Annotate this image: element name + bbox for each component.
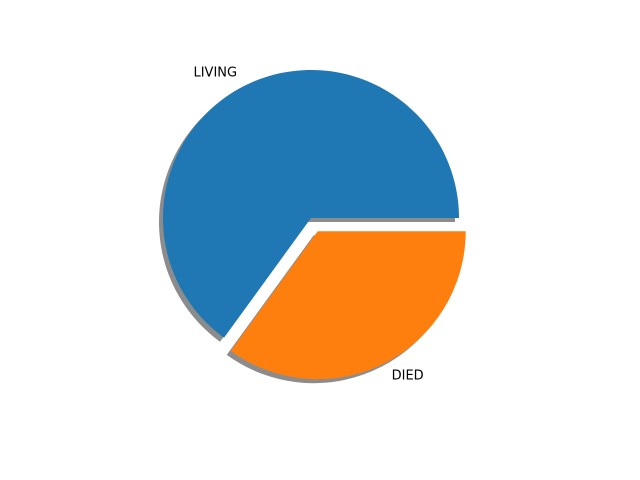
pie-slice-layer [163,69,466,380]
pie-slice-died [230,231,466,380]
pie-label-layer: LIVING DIED [193,65,423,383]
pie-slice-living [163,69,460,338]
pie-label-died: DIED [392,369,424,384]
pie-label-living: LIVING [193,65,237,80]
